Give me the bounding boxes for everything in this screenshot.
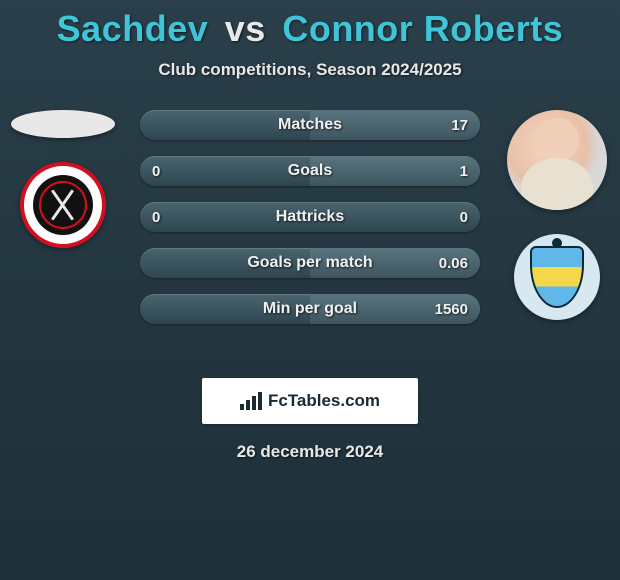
player2-column [502, 110, 612, 320]
player1-column [8, 110, 118, 248]
comparison-title: Sachdev vs Connor Roberts [0, 0, 620, 50]
player2-avatar [507, 110, 607, 210]
stat-right-value: 1 [460, 156, 468, 186]
player2-club-badge [514, 234, 600, 320]
stat-label: Matches [278, 116, 342, 134]
stat-label: Goals per match [247, 254, 372, 272]
stat-right-value: 0 [460, 202, 468, 232]
stat-row: 0 Goals 1 [140, 156, 480, 186]
stat-right-value: 0.06 [439, 248, 468, 278]
stat-label: Goals [288, 162, 332, 180]
player2-name: Connor Roberts [282, 8, 563, 49]
player1-avatar [11, 110, 115, 138]
stat-left-value: 0 [152, 156, 160, 186]
stat-label: Min per goal [263, 300, 357, 318]
stat-right-value: 17 [451, 110, 468, 140]
comparison-content: Matches 17 0 Goals 1 0 Hattricks 0 Goals… [0, 110, 620, 370]
stat-right-value: 1560 [435, 294, 468, 324]
bar-fill-right [310, 156, 480, 186]
watermark-text: FcTables.com [268, 391, 380, 411]
stat-row: Matches 17 [140, 110, 480, 140]
vs-text: vs [225, 8, 266, 49]
stat-row: 0 Hattricks 0 [140, 202, 480, 232]
watermark: FcTables.com [202, 378, 418, 424]
date: 26 december 2024 [0, 442, 620, 462]
player1-club-badge [20, 162, 106, 248]
chart-icon [240, 392, 262, 410]
subtitle: Club competitions, Season 2024/2025 [0, 60, 620, 80]
stat-left-value: 0 [152, 202, 160, 232]
stat-row: Min per goal 1560 [140, 294, 480, 324]
stat-label: Hattricks [276, 208, 344, 226]
stat-bars: Matches 17 0 Goals 1 0 Hattricks 0 Goals… [140, 110, 480, 340]
player1-name: Sachdev [57, 8, 209, 49]
stat-row: Goals per match 0.06 [140, 248, 480, 278]
